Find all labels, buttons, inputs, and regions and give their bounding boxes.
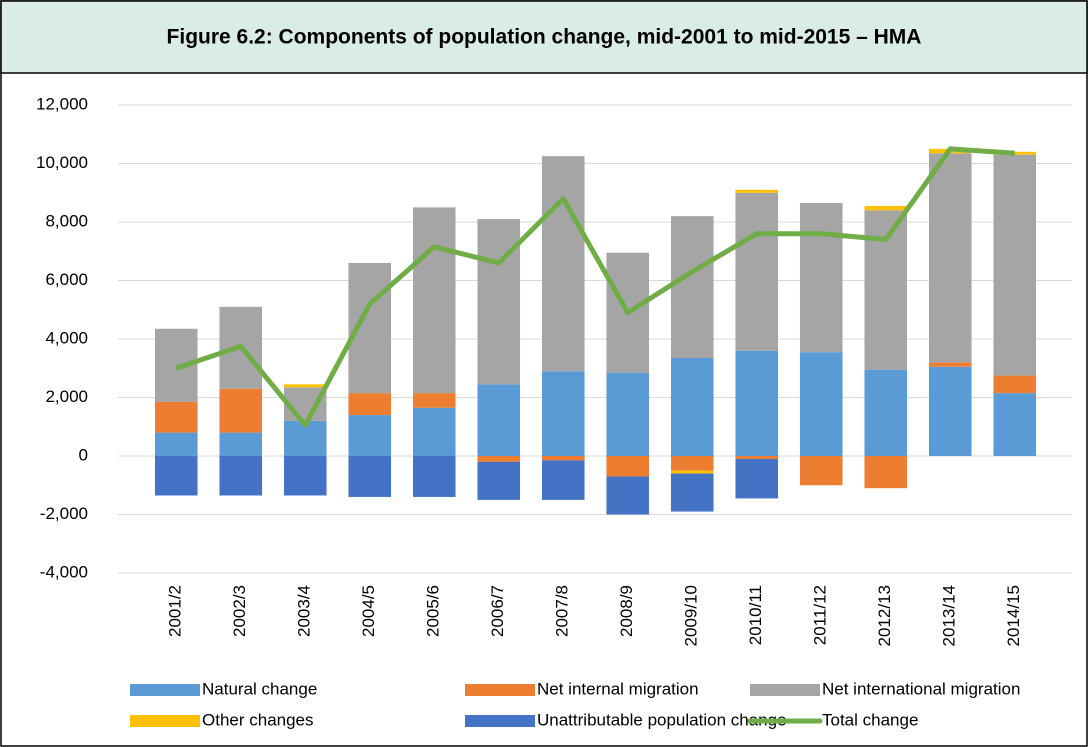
bar-segment [670,216,714,359]
legend-label: Total change [822,710,918,729]
bar-segment [412,393,456,408]
x-tick-label: 2006/7 [488,585,507,637]
bar-segment [735,189,779,193]
y-tick-label: 2,000 [45,387,88,406]
bar-segment [799,352,843,456]
bar-segment [928,362,972,367]
bar-segment [735,192,779,351]
x-tick-label: 2004/5 [359,585,378,637]
legend-label: Net internal migration [537,679,699,698]
x-tick-label: 2002/3 [230,585,249,637]
bar-segment [606,456,650,477]
bar-segment [670,456,714,471]
legend-label: Unattributable population change [537,710,787,729]
y-tick-label: 8,000 [45,211,88,230]
bar-segment [606,476,650,515]
bar-segment [993,393,1037,456]
bar-segment [283,456,327,496]
x-tick-label: 2003/4 [295,585,314,637]
bar-segment [799,456,843,486]
x-tick-label: 2012/13 [875,585,894,646]
bar-segment [799,202,843,353]
x-tick-label: 2009/10 [682,585,701,646]
bar-segment [541,456,585,461]
bar-segment [412,456,456,497]
bar-segment [993,151,1037,155]
x-tick-label: 2005/6 [424,585,443,637]
legend-swatch [750,684,820,696]
bar-segment [670,470,714,474]
bar-segment [670,473,714,512]
y-tick-label: 6,000 [45,270,88,289]
bar-segment [412,207,456,394]
bar-segment [477,456,521,462]
title-band [0,0,1088,74]
x-tick-label: 2011/12 [811,585,830,645]
bar-segment [412,407,456,456]
x-tick-label: 2014/15 [1004,585,1023,646]
bar-segment [477,219,521,385]
bar-segment [154,432,198,456]
bar-segment [219,388,263,433]
bar-segment [670,358,714,456]
bar-segment [219,432,263,456]
x-tick-label: 2001/2 [166,585,185,637]
legend-swatch [130,715,200,727]
bar-segment [993,375,1037,394]
bar-segment [283,384,327,388]
bar-segment [864,210,908,370]
bar-segment [735,458,779,499]
bar-segment [541,156,585,372]
y-tick-label: 12,000 [36,94,88,113]
y-tick-label: -4,000 [40,562,88,581]
bar-segment [864,369,908,456]
legend-swatch [465,715,535,727]
y-tick-label: -2,000 [40,504,88,523]
x-tick-label: 2008/9 [617,585,636,637]
bar-segment [864,205,908,211]
legend-label: Natural change [202,679,317,698]
legend-swatch [130,684,200,696]
y-tick-label: 10,000 [36,153,88,172]
bar-segment [219,456,263,496]
bar-segment [993,154,1037,376]
legend-swatch [465,684,535,696]
bar-segment [735,350,779,456]
bar-segment [928,153,972,363]
legend-label: Net international migration [822,679,1020,698]
bar-segment [928,366,972,456]
legend-label: Other changes [202,710,314,729]
bar-segment [541,460,585,500]
bar-segment [154,456,198,496]
bar-segment [348,415,392,456]
bar-segment [541,371,585,456]
bar-segment [154,401,198,433]
bar-segment [348,456,392,497]
bar-segment [735,456,779,459]
y-tick-label: 0 [79,445,88,464]
bar-segment [477,384,521,456]
bar-segment [864,456,908,489]
bar-segment [606,372,650,456]
total-line [175,146,1015,428]
y-tick-label: 4,000 [45,328,88,347]
x-tick-label: 2007/8 [553,585,572,637]
bar-segment [477,461,521,500]
x-tick-label: 2010/11 [746,585,765,645]
chart-title: Figure 6.2: Components of population cha… [167,26,922,49]
x-tick-label: 2013/14 [940,585,959,646]
bar-segment [348,393,392,416]
